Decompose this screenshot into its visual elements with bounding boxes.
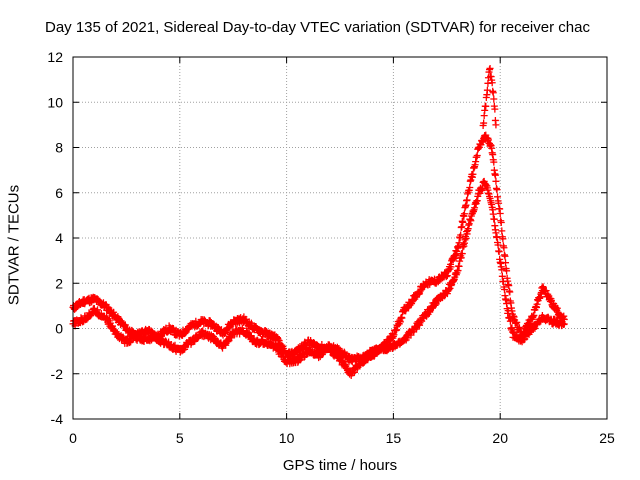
plot-frame: [72, 56, 608, 420]
data-point: [496, 210, 504, 218]
data-point: [501, 252, 509, 260]
data-point: [447, 263, 455, 271]
chart-title: Day 135 of 2021, Sidereal Day-to-day VTE…: [45, 19, 590, 36]
data-point: [490, 215, 498, 223]
data-point: [500, 244, 508, 252]
data-point: [492, 121, 500, 129]
y-tick-label: 0: [55, 321, 63, 337]
data-point: [462, 235, 470, 243]
data-point: [491, 105, 499, 113]
data-point: [490, 158, 498, 166]
y-tick-label: -4: [51, 411, 64, 427]
data-point: [486, 64, 494, 72]
data-point: [482, 102, 490, 110]
data-point: [497, 219, 505, 227]
data-point: [493, 186, 501, 194]
data-point: [560, 320, 568, 328]
x-tick-label: 15: [386, 430, 402, 446]
data-point: [469, 170, 477, 178]
data-point: [460, 210, 468, 218]
series-peak: [479, 64, 500, 130]
y-tick-label: 2: [55, 275, 63, 291]
x-tick-label: 25: [599, 430, 615, 446]
data-point: [457, 231, 465, 239]
data-point: [488, 79, 496, 87]
data-point: [504, 307, 512, 315]
data-point: [506, 288, 514, 296]
data-point: [498, 227, 506, 235]
y-tick-label: 12: [47, 49, 63, 65]
data-point: [506, 317, 514, 325]
series-track-B: [69, 177, 568, 368]
data-point: [498, 266, 506, 274]
data-point: [495, 248, 503, 256]
data-point: [398, 314, 406, 322]
data-point: [503, 267, 511, 275]
x-tick-label: 20: [492, 430, 508, 446]
data-point: [490, 95, 498, 103]
data-point: [412, 325, 420, 333]
y-tick-label: 8: [55, 140, 63, 156]
data-point: [483, 86, 491, 94]
y-tick-label: 10: [47, 94, 63, 110]
data-point: [499, 235, 507, 243]
data-point: [458, 250, 466, 258]
data-point: [542, 287, 550, 295]
y-tick-label: 4: [55, 230, 63, 246]
y-tick-label: -2: [51, 366, 64, 382]
x-axis-label: GPS time / hours: [282, 457, 398, 474]
data-point: [492, 177, 500, 185]
data-point: [466, 184, 474, 192]
x-tick-label: 5: [176, 430, 184, 446]
y-tick-label: 6: [55, 185, 63, 201]
x-tick-label: 0: [69, 430, 77, 446]
series-track-A: [69, 131, 568, 379]
data-point: [480, 119, 488, 127]
data-point: [473, 151, 481, 159]
data-point: [459, 218, 467, 226]
data-point: [491, 171, 499, 179]
x-tick-label: 10: [279, 430, 295, 446]
data-point: [494, 241, 502, 249]
data-point: [463, 196, 471, 204]
data-point: [500, 285, 508, 293]
data-point: [489, 89, 497, 97]
